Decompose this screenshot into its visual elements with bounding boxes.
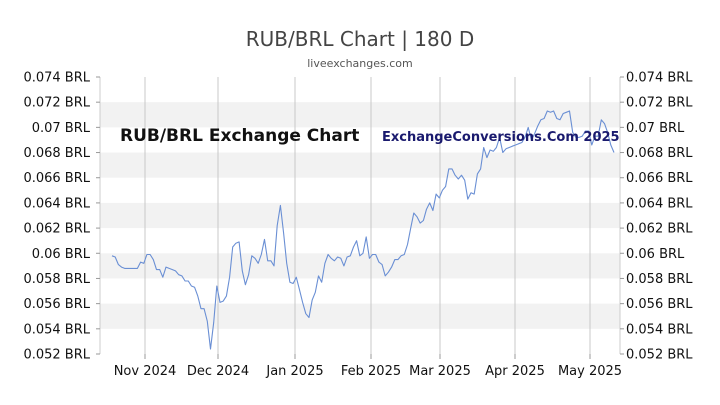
y-tick-label-left: 0.052 BRL: [23, 348, 90, 363]
y-axis-right: 0.052 BRL 0.054 BRL 0.056 BRL 0.058 BRL 0.06…: [620, 71, 693, 363]
y-tick-label-left: 0.074 BRL: [23, 71, 90, 86]
y-tick-label-right: 0.062 BRL: [626, 222, 693, 237]
series-group: [111, 110, 615, 350]
y-tick-label-right: 0.06 BRL: [626, 247, 685, 262]
y-tick-label-left: 0.06 BRL: [32, 247, 91, 262]
plot-frame: [99, 77, 621, 354]
x-tick-label: Jan 2025: [265, 364, 323, 379]
x-tick-label: May 2025: [558, 364, 622, 379]
x-axis: Nov 2024 Dec 2024 Jan 2025 Feb 2025 Mar 2025…: [114, 354, 622, 379]
y-tick-label-left: 0.064 BRL: [23, 196, 90, 211]
y-tick-label-left: 0.062 BRL: [23, 222, 90, 237]
y-tick-label-right: 0.054 BRL: [626, 322, 693, 337]
in-plot-label: RUB/BRL Exchange Chart: [120, 126, 359, 146]
y-tick-label-right: 0.052 BRL: [626, 348, 693, 363]
x-tick-label: Feb 2025: [341, 364, 401, 379]
plot-bands: [100, 102, 620, 329]
plot-band: [100, 303, 620, 329]
plot-band: [100, 102, 620, 128]
y-tick-label-left: 0.07 BRL: [32, 121, 91, 136]
y-tick-label-right: 0.072 BRL: [626, 96, 693, 111]
y-tick-label-right: 0.058 BRL: [626, 272, 693, 287]
vertical-gridlines: [144, 77, 591, 354]
x-tick-label: Nov 2024: [114, 364, 177, 379]
y-tick-label-right: 0.066 BRL: [626, 171, 693, 186]
x-tick-label: Apr 2025: [485, 364, 545, 379]
y-axis-left: 0.052 BRL 0.054 BRL 0.056 BRL 0.058 BRL 0.06…: [23, 71, 100, 363]
y-tick-label-left: 0.058 BRL: [23, 272, 90, 287]
y-tick-label-left: 0.054 BRL: [23, 322, 90, 337]
y-tick-label-right: 0.074 BRL: [626, 71, 693, 86]
y-tick-label-right: 0.064 BRL: [626, 196, 693, 211]
chart-subtitle: liveexchanges.com: [307, 57, 412, 70]
plot-band: [100, 253, 620, 279]
y-tick-label-right: 0.07 BRL: [626, 121, 685, 136]
plot-band: [100, 152, 620, 178]
y-tick-label-left: 0.066 BRL: [23, 171, 90, 186]
y-tick-label-left: 0.056 BRL: [23, 297, 90, 312]
x-tick-label: Mar 2025: [409, 364, 471, 379]
chart-title: RUB/BRL Chart | 180 D: [246, 27, 474, 51]
y-tick-label-left: 0.068 BRL: [23, 146, 90, 161]
y-tick-label-left: 0.072 BRL: [23, 96, 90, 111]
x-tick-label: Dec 2024: [187, 364, 249, 379]
series-line: [111, 110, 615, 350]
y-tick-label-right: 0.068 BRL: [626, 146, 693, 161]
y-tick-label-right: 0.056 BRL: [626, 297, 693, 312]
watermark-text: ExchangeConversions.Com 2025: [382, 130, 620, 145]
plot-band: [100, 202, 620, 229]
